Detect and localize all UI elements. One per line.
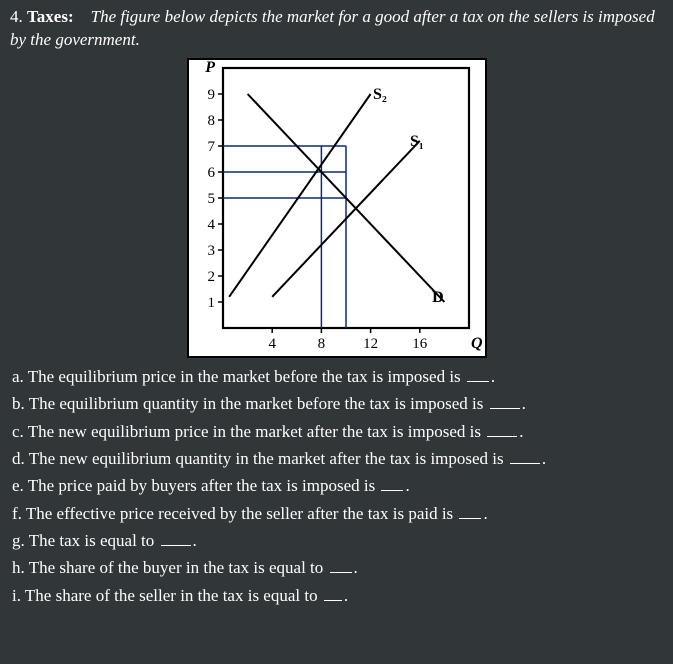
svg-text:9: 9 [207,87,215,103]
question-a-text: The equilibrium price in the market befo… [28,367,461,386]
svg-text:5: 5 [207,191,215,207]
question-f: f. The effective price received by the s… [12,501,663,527]
svg-text:4: 4 [207,217,215,233]
blank-d [510,447,540,464]
question-d: d. The new equilibrium quantity in the m… [12,446,663,472]
svg-text:P: P [204,59,215,76]
question-b-text: The equilibrium quantity in the market b… [29,394,484,413]
blank-f [459,501,481,518]
question-number: 4. [10,7,23,26]
question-list: a. The equilibrium price in the market b… [10,364,663,609]
blank-b [490,392,520,409]
question-e-text: The price paid by buyers after the tax i… [28,476,375,495]
blank-i [324,583,342,600]
question-g-text: The tax is equal to [29,531,155,550]
svg-text:S₂: S₂ [373,86,387,103]
svg-text:4: 4 [268,336,276,352]
question-h: h. The share of the buyer in the tax is … [12,555,663,581]
page: 4. Taxes: The figure below depicts the m… [0,0,673,620]
blank-a [467,365,489,382]
question-a: a. The equilibrium price in the market b… [12,364,663,390]
question-b: b. The equilibrium quantity in the marke… [12,391,663,417]
question-heading: 4. Taxes: The figure below depicts the m… [10,6,663,52]
question-c: c. The new equilibrium price in the mark… [12,419,663,445]
blank-h [330,556,352,573]
blank-c [487,419,517,436]
question-i: i. The share of the seller in the tax is… [12,583,663,609]
question-c-text: The new equilibrium price in the market … [28,422,481,441]
svg-text:16: 16 [412,336,428,352]
figure-wrap: 123456789481216PQDS₁S₂ [10,58,663,358]
question-g: g. The tax is equal to . [12,528,663,554]
svg-text:3: 3 [207,243,215,259]
svg-text:7: 7 [207,139,215,155]
svg-text:1: 1 [207,295,215,311]
svg-text:8: 8 [317,336,325,352]
svg-text:8: 8 [207,113,215,129]
svg-text:2: 2 [207,269,215,285]
supply-demand-chart: 123456789481216PQDS₁S₂ [187,58,487,358]
svg-text:12: 12 [363,336,378,352]
question-h-text: The share of the buyer in the tax is equ… [29,558,324,577]
question-title: Taxes: [27,7,74,26]
question-d-text: The new equilibrium quantity in the mark… [29,449,504,468]
question-i-text: The share of the seller in the tax is eq… [25,586,318,605]
svg-text:S₁: S₁ [409,133,423,150]
blank-g [161,529,191,546]
svg-text:6: 6 [207,165,215,181]
question-e: e. The price paid by buyers after the ta… [12,473,663,499]
blank-e [381,474,403,491]
svg-text:D: D [432,289,444,306]
question-description: The figure below depicts the market for … [10,7,655,49]
svg-text:Q: Q [471,335,483,352]
question-f-text: The effective price received by the sell… [26,504,453,523]
